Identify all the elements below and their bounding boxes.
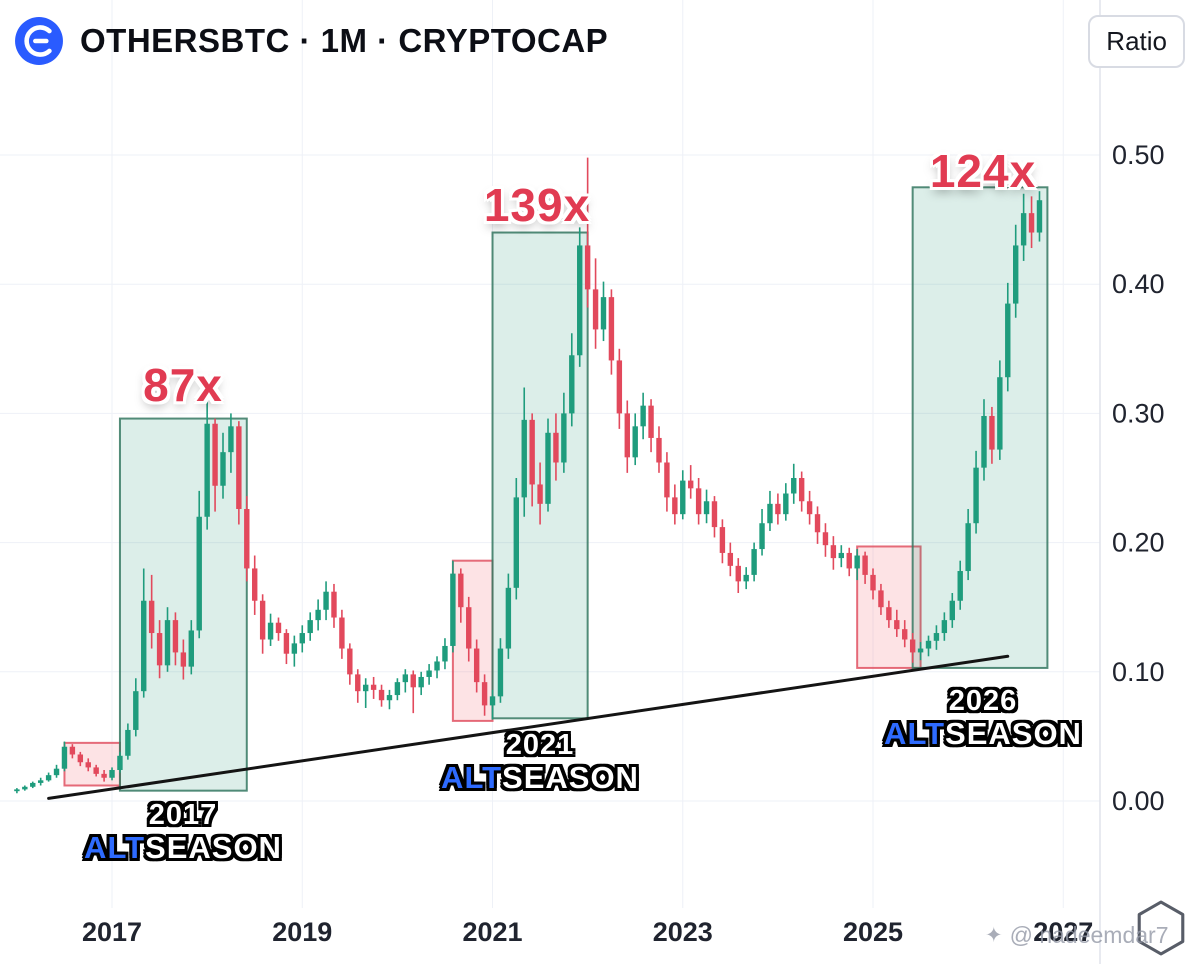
candles bbox=[14, 157, 1043, 794]
price-axis-label: 0.40 bbox=[1112, 269, 1165, 299]
price-axis-label: 0.20 bbox=[1112, 528, 1165, 558]
time-axis-label: 2027 bbox=[1033, 917, 1093, 947]
sparkle-icon: ✦ bbox=[985, 924, 1003, 947]
time-axis-label: 2019 bbox=[272, 917, 332, 947]
watermark-text: @ nadeemdar7 bbox=[1009, 922, 1169, 948]
watermark: ✦ @ nadeemdar7 bbox=[985, 922, 1169, 949]
altseason-year: 2021 bbox=[505, 729, 575, 761]
price-axis-label: 0.00 bbox=[1112, 786, 1165, 816]
altseason-word: ALT SEASON bbox=[441, 760, 639, 796]
chart-title: OTHERSBTC · 1M · CRYPTOCAP bbox=[80, 22, 609, 59]
altseason-label-2021: 2021 ALT SEASON bbox=[441, 729, 639, 796]
price-axis-label: 0.50 bbox=[1112, 140, 1165, 170]
altseason-word: ALT SEASON bbox=[884, 716, 1082, 752]
price-axis[interactable]: 0.00 0.10 0.20 0.30 0.40 0.50 bbox=[1112, 140, 1165, 816]
time-axis[interactable]: 2017 2019 2021 2023 2025 2027 bbox=[82, 917, 1093, 947]
ratio-button[interactable]: Ratio bbox=[1088, 15, 1185, 68]
altseason-label-2026: 2026 ALT SEASON bbox=[884, 685, 1082, 752]
alt-text: ALT bbox=[884, 716, 946, 752]
altseason-2017-green-box bbox=[118, 417, 248, 792]
altseason-year: 2017 bbox=[148, 799, 218, 831]
alt-text: ALT bbox=[441, 760, 503, 796]
multiplier-label-2026: 124x bbox=[929, 145, 1037, 197]
alt-text: ALT bbox=[84, 830, 146, 866]
support-trendline[interactable] bbox=[47, 654, 1010, 800]
cryptocap-logo-icon[interactable] bbox=[14, 16, 64, 66]
multiplier-label-2017: 87x bbox=[143, 359, 223, 411]
season-text: SEASON bbox=[145, 830, 282, 866]
time-axis-label: 2017 bbox=[82, 917, 142, 947]
altseason-2026-green-box bbox=[911, 186, 1049, 669]
time-axis-label: 2023 bbox=[653, 917, 713, 947]
time-axis-label: 2025 bbox=[843, 917, 903, 947]
altseason-label-2017: 2017 ALT SEASON bbox=[84, 799, 282, 866]
chart-header: OTHERSBTC · 1M · CRYPTOCAP bbox=[14, 16, 608, 66]
time-axis-label: 2021 bbox=[462, 917, 522, 947]
altseason-year: 2026 bbox=[948, 685, 1018, 717]
price-axis-label: 0.30 bbox=[1112, 398, 1165, 428]
hexagon-badge-icon[interactable] bbox=[1136, 900, 1186, 961]
altseason-word: ALT SEASON bbox=[84, 830, 282, 866]
multiplier-label-2021: 139x bbox=[483, 179, 591, 231]
season-text: SEASON bbox=[502, 760, 639, 796]
price-axis-label: 0.10 bbox=[1112, 657, 1165, 687]
season-text: SEASON bbox=[945, 716, 1082, 752]
